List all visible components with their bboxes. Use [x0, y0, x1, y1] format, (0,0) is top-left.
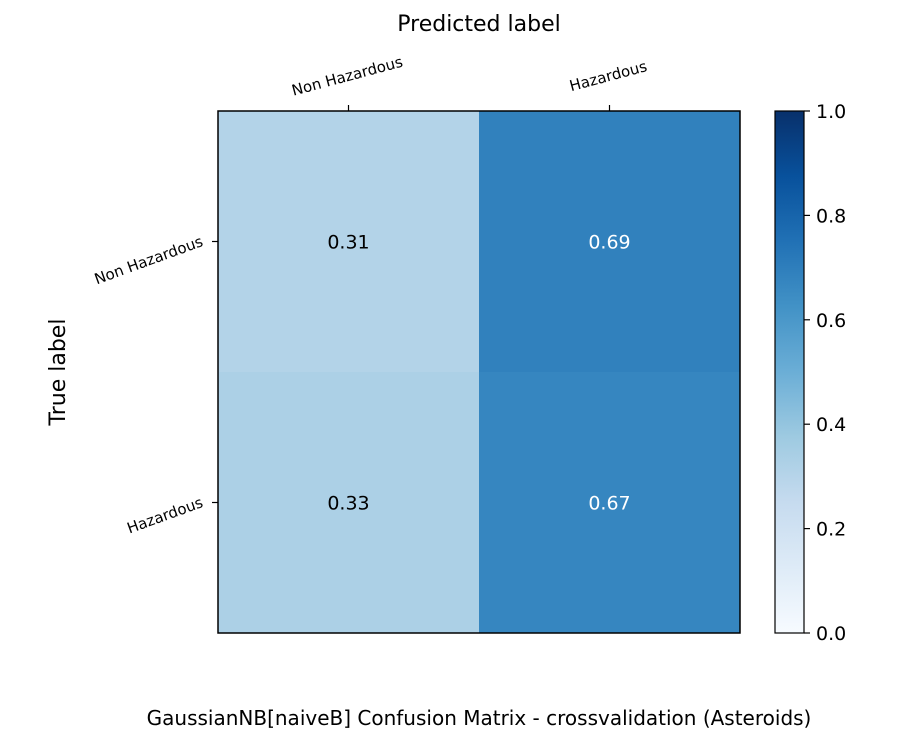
- heatmap-cells: [218, 111, 741, 634]
- colorbar-tick-label: 0.2: [816, 519, 846, 541]
- x-tick-label: Non Hazardous: [290, 53, 405, 100]
- heatmap-cell-1-1: [479, 372, 741, 634]
- heatmap-cell-0-1: [479, 111, 741, 373]
- colorbar-tick-label: 0.0: [816, 623, 846, 645]
- cell-value-label-1-1: 0.67: [588, 493, 630, 515]
- cell-value-label-0-1: 0.69: [588, 232, 630, 254]
- heatmap-cell-labels: 0.31 0.69 0.33 0.67: [327, 232, 630, 515]
- y-tick-label: Hazardous: [125, 493, 206, 537]
- colorbar-tick-label: 0.6: [816, 310, 846, 332]
- colorbar: [774, 110, 805, 634]
- colorbar-tick-label: 0.4: [816, 414, 846, 436]
- y-axis-title: True label: [46, 319, 71, 427]
- x-axis-ticks: Non Hazardous Hazardous: [290, 53, 649, 111]
- y-tick-label: Non Hazardous: [92, 232, 206, 288]
- y-axis-ticks: Non Hazardous Hazardous: [92, 232, 218, 537]
- colorbar-ticks: 0.0 0.2 0.4 0.6 0.8 1.0: [804, 101, 846, 645]
- colorbar-tick-label: 1.0: [816, 101, 846, 123]
- plot-frame: [217, 110, 741, 634]
- heatmap-cell-0-0: [218, 111, 480, 373]
- cell-value-label-1-0: 0.33: [327, 493, 369, 515]
- chart-caption: GaussianNB[naiveB] Confusion Matrix - cr…: [147, 706, 812, 730]
- x-tick-label: Hazardous: [567, 57, 649, 95]
- colorbar-tick-label: 0.8: [816, 205, 846, 227]
- heatmap-cell-1-0: [218, 372, 480, 634]
- x-axis-title: Predicted label: [397, 12, 560, 37]
- cell-value-label-0-0: 0.31: [327, 232, 369, 254]
